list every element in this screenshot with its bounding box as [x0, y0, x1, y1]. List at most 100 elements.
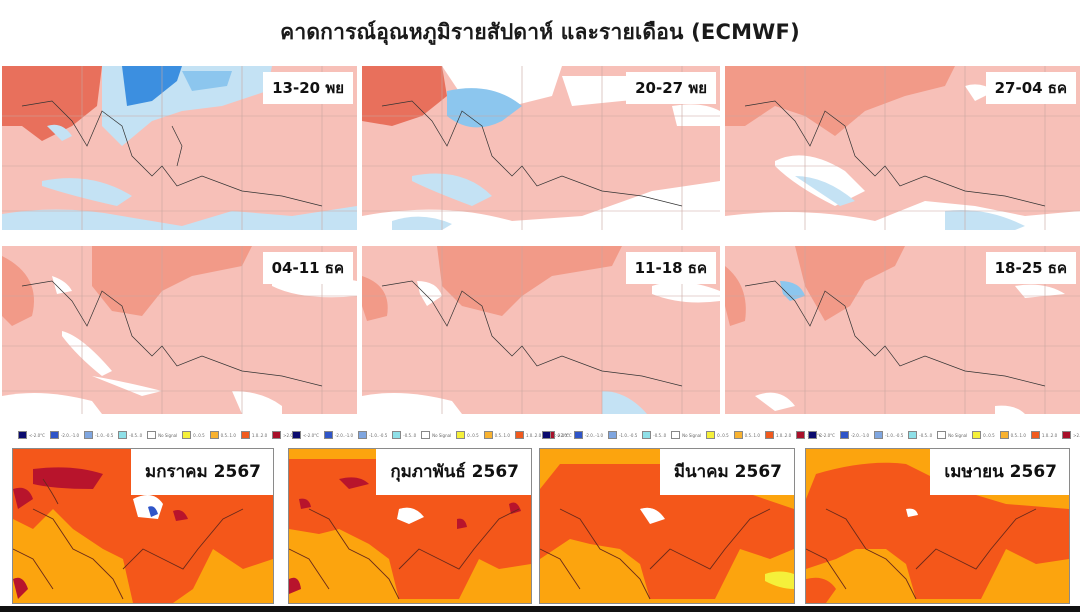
weekly-period-label: 18-25 ธค — [985, 252, 1076, 284]
weekly-map-4: 04-11 ธค — [2, 246, 357, 414]
legend-swatch — [118, 431, 128, 439]
legend-swatch — [84, 431, 94, 439]
legend-swatch — [642, 431, 652, 439]
legend-swatch — [671, 431, 681, 439]
legend-item: <-2.0°C — [292, 431, 319, 439]
weekly-map-3: 27-04 ธค — [725, 66, 1080, 230]
legend-swatch — [839, 431, 849, 439]
legend-swatch — [542, 431, 551, 439]
legend-swatch — [972, 431, 982, 439]
page-title: คาดการณ์อุณหภูมิรายสัปดาห์ และรายเดือน (… — [280, 20, 800, 44]
weekly-map-1-graphic — [2, 66, 357, 230]
legend-swatch — [706, 431, 716, 439]
legend-item: -0.5..0 — [642, 431, 666, 439]
legend-swatch — [608, 431, 618, 439]
legend-item: No Signal — [147, 431, 177, 439]
legend-item: -2.0..-1.0 — [49, 431, 79, 439]
legend-swatch — [573, 431, 583, 439]
legend-item: 0..0.5 — [706, 431, 729, 439]
legend-item: 0..0.5 — [182, 431, 205, 439]
legend-item: 0.5..1.0 — [733, 431, 760, 439]
weekly-map-3-graphic — [725, 66, 1080, 230]
legend-item: 1.0..2.0 — [514, 431, 541, 439]
weekly-map-5: 11-18 ธค — [362, 246, 720, 414]
weekly-period-label: 13-20 พย — [263, 72, 353, 104]
legend-swatch — [937, 431, 947, 439]
weekly-period-label: 20-27 พย — [626, 72, 716, 104]
legend-swatch — [323, 431, 333, 439]
legend-item: <-2.0°C — [542, 431, 569, 439]
legend-item: -2.0..-1.0 — [573, 431, 603, 439]
legend-item: >2.0°C — [1062, 431, 1080, 439]
legend-swatch — [456, 431, 466, 439]
legend-swatch — [1062, 431, 1072, 439]
legend-item: -2.0..-1.0 — [323, 431, 353, 439]
legend-swatch — [147, 431, 157, 439]
legend-item: 0..0.5 — [456, 431, 479, 439]
monthly-period-label: มีนาคม 2567 — [659, 449, 794, 495]
legend-swatch — [18, 431, 27, 439]
legend-item: 0.5..1.0 — [999, 431, 1026, 439]
legend-swatch — [808, 431, 817, 439]
legend-swatch — [272, 431, 282, 439]
monthly-map-4: เมษายน 2567 — [805, 448, 1070, 604]
monthly-map-2: กุมภาพันธ์ 2567 — [288, 448, 532, 604]
legend-swatch — [421, 431, 431, 439]
legend-swatch — [483, 431, 493, 439]
legend-item: -1.0..-0.5 — [84, 431, 113, 439]
monthly-period-label: มกราคม 2567 — [131, 449, 273, 495]
monthly-map-3: มีนาคม 2567 — [539, 448, 795, 604]
legend-swatch — [182, 431, 192, 439]
legend-4: <-2.0°C -2.0..-1.0 -1.0..-0.5 -0.5..0 No… — [808, 431, 1080, 439]
monthly-period-label: เมษายน 2567 — [930, 449, 1069, 495]
weekly-map-6: 18-25 ธค — [725, 246, 1080, 414]
legend-swatch — [514, 431, 524, 439]
bottom-bar — [0, 606, 1080, 612]
legend-item: -1.0..-0.5 — [358, 431, 387, 439]
weekly-map-6-graphic — [725, 246, 1080, 414]
legend-item: 1.0..2.0 — [240, 431, 267, 439]
weekly-period-label: 27-04 ธค — [985, 72, 1076, 104]
legend-item: -2.0..-1.0 — [839, 431, 869, 439]
legend-swatch — [209, 431, 219, 439]
legend-swatch — [999, 431, 1009, 439]
legend-item: -0.5..0 — [392, 431, 416, 439]
legend-swatch — [733, 431, 743, 439]
legend-swatch — [358, 431, 368, 439]
legend-item: 0..0.5 — [972, 431, 995, 439]
legend-item: 1.0..2.0 — [1030, 431, 1057, 439]
legend-1: <-2.0°C -2.0..-1.0 -1.0..-0.5 -0.5..0 No… — [18, 431, 298, 439]
legend-item: No Signal — [937, 431, 967, 439]
legend-2: <-2.0°C -2.0..-1.0 -1.0..-0.5 -0.5..0 No… — [292, 431, 572, 439]
weekly-map-4-graphic — [2, 246, 357, 414]
legend-swatch — [874, 431, 884, 439]
legend-swatch — [240, 431, 250, 439]
legend-swatch — [796, 431, 806, 439]
legend-3: <-2.0°C -2.0..-1.0 -1.0..-0.5 -0.5..0 No… — [542, 431, 822, 439]
legend-item: -1.0..-0.5 — [608, 431, 637, 439]
legend-item: -0.5..0 — [908, 431, 932, 439]
legend-item: <-2.0°C — [808, 431, 835, 439]
legend-swatch — [292, 431, 301, 439]
monthly-period-label: กุมภาพันธ์ 2567 — [376, 449, 531, 495]
weekly-map-5-graphic — [362, 246, 720, 414]
legend-swatch — [1030, 431, 1040, 439]
monthly-map-3-graphic — [540, 449, 794, 603]
legend-swatch — [908, 431, 918, 439]
legend-swatch — [392, 431, 402, 439]
weekly-period-label: 11-18 ธค — [625, 252, 716, 284]
legend-item: 1.0..2.0 — [764, 431, 791, 439]
legend-item: -0.5..0 — [118, 431, 142, 439]
legend-swatch — [49, 431, 59, 439]
legend-item: 0.5..1.0 — [209, 431, 236, 439]
legend-swatch — [764, 431, 774, 439]
legend-item: No Signal — [421, 431, 451, 439]
weekly-map-2: 20-27 พย — [362, 66, 720, 230]
legend-item: 0.5..1.0 — [483, 431, 510, 439]
weekly-map-1: 13-20 พย — [2, 66, 357, 230]
legend-item: -1.0..-0.5 — [874, 431, 903, 439]
monthly-map-1: มกราคม 2567 — [12, 448, 274, 604]
weekly-map-2-graphic — [362, 66, 720, 230]
weekly-period-label: 04-11 ธค — [262, 252, 353, 284]
legend-item: <-2.0°C — [18, 431, 45, 439]
